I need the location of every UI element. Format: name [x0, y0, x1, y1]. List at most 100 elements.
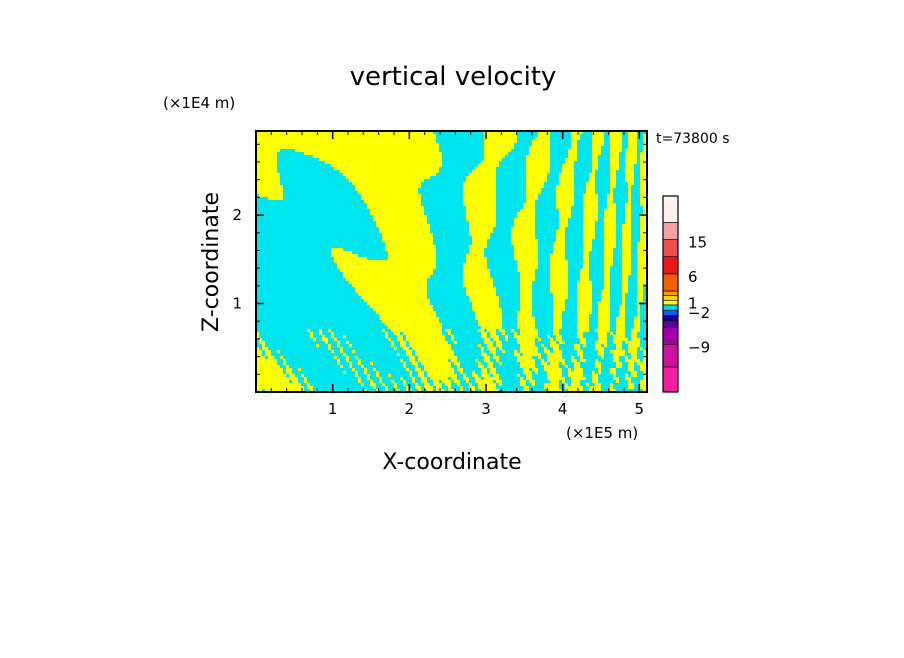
contour-cell: [610, 155, 619, 158]
contour-cell: [526, 176, 547, 179]
contour-cell: [385, 248, 436, 251]
contour-cell: [640, 347, 643, 350]
contour-cell: [556, 239, 565, 242]
field-background: [256, 131, 647, 392]
contour-cell: [484, 137, 517, 140]
contour-cell: [340, 350, 343, 353]
contour-cell: [604, 254, 613, 257]
contour-cell: [349, 179, 424, 182]
contour-cell: [469, 248, 484, 251]
contour-cell: [517, 215, 535, 218]
contour-cell: [574, 347, 580, 350]
contour-cell: [580, 338, 586, 341]
contour-cell: [463, 197, 496, 200]
contour-cell: [592, 152, 601, 155]
contour-cell: [604, 281, 610, 284]
contour-cell: [379, 380, 382, 383]
contour-cell: [628, 134, 637, 137]
contour-cell: [475, 311, 502, 314]
contour-cell: [643, 371, 647, 374]
contour-cell: [322, 335, 325, 338]
contour-cell: [583, 194, 598, 197]
colorbar-swatch: [662, 366, 679, 393]
contour-cell: [574, 362, 580, 365]
contour-cell: [610, 185, 616, 188]
contour-cell: [613, 338, 628, 341]
contour-cell: [604, 224, 616, 227]
contour-cell: [610, 188, 613, 191]
contour-cell: [385, 386, 388, 389]
contour-cell: [604, 230, 616, 233]
contour-cell: [559, 221, 568, 224]
contour-cell: [625, 221, 631, 224]
contour-cell: [295, 149, 439, 152]
contour-cell: [514, 248, 538, 251]
contour-cell: [325, 341, 328, 344]
contour-cell: [610, 368, 616, 371]
contour-cell: [544, 347, 547, 350]
contour-cell: [331, 248, 343, 251]
contour-cell: [268, 356, 274, 359]
contour-cell: [376, 221, 427, 224]
contour-cell: [583, 227, 595, 230]
contour-cell: [370, 209, 424, 212]
contour-cell: [472, 374, 478, 377]
colorbar-swatch: [662, 344, 679, 368]
colorbar-tick-label: 15: [688, 234, 707, 252]
contour-cell: [577, 290, 592, 293]
contour-cell: [517, 320, 535, 323]
contour-cell: [628, 380, 631, 383]
contour-cell: [499, 347, 502, 350]
contour-cell: [604, 251, 613, 254]
contour-cell: [463, 194, 496, 197]
contour-cell: [634, 317, 640, 320]
contour-cell: [526, 164, 550, 167]
contour-cell: [637, 278, 646, 281]
colorbar-swatch: [662, 315, 679, 322]
contour-cell: [598, 311, 610, 314]
contour-cell: [511, 329, 514, 332]
contour-cell: [643, 149, 647, 152]
contour-cell: [637, 314, 640, 317]
contour-cell: [562, 380, 565, 383]
contour-cell: [583, 263, 589, 266]
colorbar-frame: [662, 195, 679, 393]
contour-cell: [343, 353, 346, 356]
contour-cell: [310, 332, 313, 335]
contour-cell: [598, 338, 607, 341]
contour-cell: [481, 161, 499, 164]
contour-cell: [577, 326, 589, 329]
contour-cell: [409, 344, 451, 347]
contour-cell: [613, 335, 625, 338]
contour-cell: [514, 335, 538, 338]
contour-cell: [496, 344, 502, 347]
contour-cell: [310, 335, 313, 338]
contour-cell: [520, 293, 532, 296]
contour-cell: [568, 152, 577, 155]
contour-cell: [466, 290, 496, 293]
contour-cell: [526, 194, 538, 197]
contour-cell: [577, 329, 589, 332]
contour-cell: [391, 341, 394, 344]
contour-cell: [259, 194, 283, 197]
contour-cell: [520, 275, 535, 278]
contour-cell: [604, 266, 610, 269]
contour-cell: [559, 218, 568, 221]
contour-cell: [592, 143, 604, 146]
contour-cell: [571, 383, 580, 386]
contour-cell: [583, 242, 592, 245]
contour-cell: [622, 224, 631, 227]
contour-cell: [367, 377, 370, 380]
contour-cell: [592, 170, 595, 173]
contour-cell: [622, 281, 628, 284]
contour-cell: [625, 203, 631, 206]
contour-cell: [328, 329, 331, 332]
contour-cell: [352, 368, 355, 371]
contour-cell: [370, 362, 373, 365]
contour-cell: [319, 329, 322, 332]
contour-cell: [547, 389, 562, 392]
contour-cell: [484, 146, 514, 149]
contour-cell: [640, 173, 647, 176]
contour-cell: [637, 275, 646, 278]
